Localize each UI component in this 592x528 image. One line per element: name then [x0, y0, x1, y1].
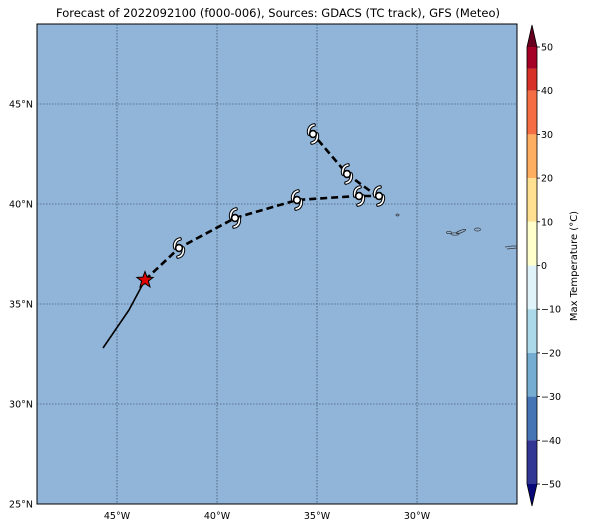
colorbar-band [527, 396, 537, 441]
lat-tick-label: 40°N [9, 200, 33, 211]
map-area: 45°N 40°N 35°N 30°N 25°N 45°W 40°W 35°W 30°W [9, 23, 518, 523]
colorbar-tick-label: 10 [541, 217, 553, 228]
current-position-star-icon [135, 270, 155, 289]
forecast-track-line [144, 133, 381, 281]
colorbar-tick-label: 20 [541, 174, 553, 185]
island-outline [474, 227, 481, 232]
lat-tick-label: 35°N [9, 300, 33, 311]
colorbar-tick-label: 30 [541, 130, 553, 141]
cyclone-icon [352, 185, 366, 207]
tc-track [102, 123, 386, 349]
cyclone-icon [290, 189, 304, 211]
island-outline [455, 229, 467, 234]
colorbar-band [527, 47, 537, 69]
land-outline [504, 245, 517, 248]
cyclone-icon [340, 163, 354, 185]
colorbar-band [527, 265, 537, 310]
past-track-line [102, 279, 146, 349]
lat-tick-label: 25°N [9, 500, 33, 511]
graticule [37, 24, 517, 504]
colorbar-band [527, 309, 537, 353]
lon-tick-label: 40°W [204, 511, 231, 522]
cyclone-icon [228, 207, 242, 229]
colorbar-band [527, 68, 537, 91]
colorbar: 50 40 30 20 10 0 −10 −20 −30 −40 −50 [526, 24, 561, 507]
island-outline [450, 232, 460, 236]
colorbar-tick-label: 40 [541, 86, 553, 97]
colorbar-tick-label: 50 [541, 43, 553, 54]
lat-tick-label: 45°N [9, 100, 33, 111]
colorbar-band [527, 134, 537, 179]
colorbar-tick-label: −40 [541, 436, 561, 447]
ocean-background [36, 23, 518, 505]
colorbar-band [527, 178, 537, 222]
colorbar-band [527, 90, 537, 135]
colorbar-tick-label: −20 [541, 348, 561, 359]
lon-tick-label: 35°W [304, 511, 331, 522]
colorbar-top-arrow [527, 25, 537, 47]
lon-tick-label: 30°W [404, 511, 431, 522]
colorbar-tick-label: −30 [541, 392, 561, 403]
land-outline [506, 247, 518, 250]
colorbar-label: Max Temperature (°C) [569, 211, 580, 321]
colorbar-band [527, 440, 537, 484]
cyclone-icon [172, 237, 186, 259]
island-outline [446, 230, 452, 235]
colorbar-tick-label: 0 [541, 261, 547, 272]
cyclone-icon [372, 185, 386, 207]
map-title: Forecast of 2022092100 (f000-006), Sourc… [56, 6, 500, 20]
azores-islands [395, 213, 518, 250]
cyclone-icon [306, 123, 320, 145]
lon-tick-label: 45°W [104, 511, 131, 522]
lat-tick-label: 30°N [9, 400, 33, 411]
colorbar-tick-label: −10 [541, 305, 561, 316]
axis-ticks: 45°N 40°N 35°N 30°N 25°N 45°W 40°W 35°W 30°W [9, 100, 431, 523]
island-outline [395, 213, 400, 217]
colorbar-band [527, 352, 537, 397]
colorbar-bottom-arrow [527, 484, 537, 506]
colorbar-band [527, 221, 537, 266]
colorbar-tick-label: −50 [541, 480, 561, 491]
